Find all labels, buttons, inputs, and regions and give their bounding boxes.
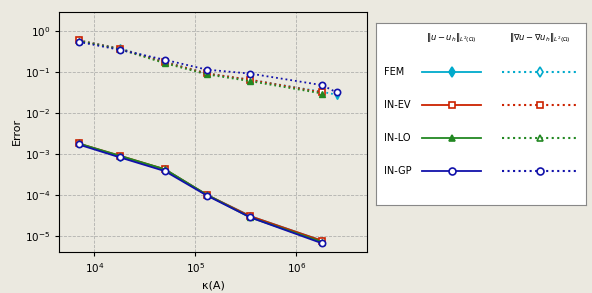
- Text: $\|u-u_h\|_{L^2(\Omega)}$: $\|u-u_h\|_{L^2(\Omega)}$: [426, 31, 477, 45]
- Text: $\|\nabla u-\nabla u_h\|_{L^2(\Omega)}$: $\|\nabla u-\nabla u_h\|_{L^2(\Omega)}$: [509, 31, 571, 45]
- X-axis label: κ(A): κ(A): [202, 280, 224, 290]
- Text: FEM: FEM: [384, 67, 404, 77]
- Text: IN-LO: IN-LO: [384, 133, 411, 143]
- Text: IN-EV: IN-EV: [384, 100, 411, 110]
- Y-axis label: Error: Error: [12, 118, 22, 145]
- Text: IN-GP: IN-GP: [384, 166, 412, 176]
